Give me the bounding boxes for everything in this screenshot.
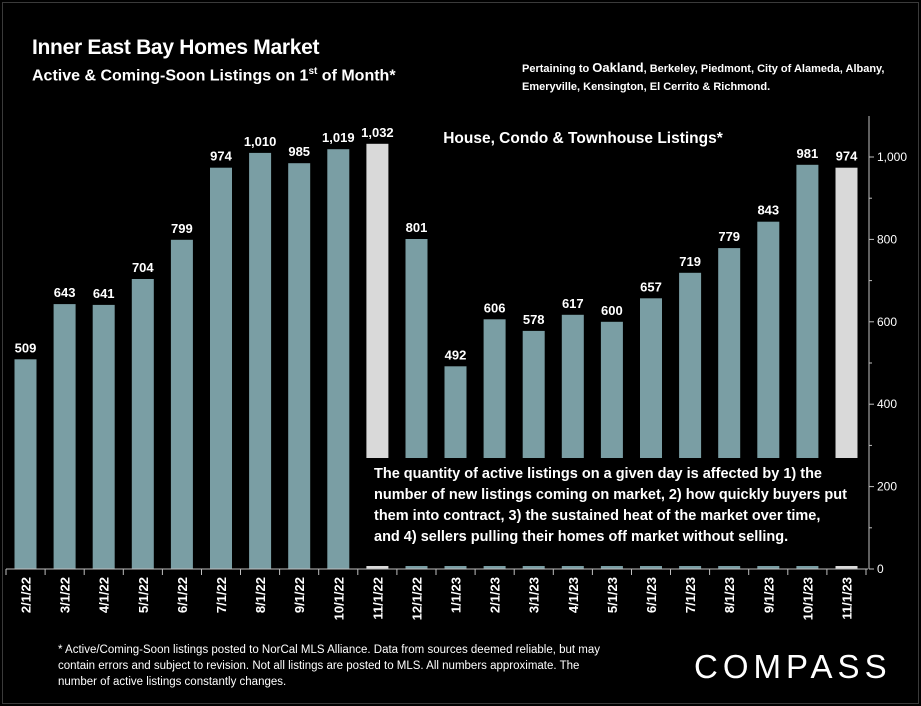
x-tick-label: 5/1/22: [136, 577, 151, 613]
bar: [210, 167, 232, 569]
x-tick-label: 8/1/22: [253, 577, 268, 613]
bar-value-label: 1,032: [361, 125, 394, 140]
x-tick-label: 12/1/22: [410, 577, 425, 620]
region-city: Oakland: [592, 60, 644, 75]
compass-logo: COMPASS: [694, 648, 892, 685]
x-tick-label: 4/1/23: [566, 577, 581, 613]
x-tick-label: 3/1/23: [527, 577, 542, 613]
y-tick-label: 200: [877, 480, 897, 494]
bar-value-label: 719: [679, 254, 701, 269]
y-tick-label: 600: [877, 315, 897, 329]
subtitle-superscript: st: [308, 66, 318, 77]
bar: [288, 163, 311, 569]
bar: [170, 239, 193, 570]
subtitle-main: Active & Coming-Soon Listings on 1: [32, 67, 309, 85]
x-tick-label: 8/1/23: [722, 577, 737, 613]
y-tick-label: 800: [877, 232, 897, 246]
chart-inner-title: House, Condo & Townhouse Listings*: [443, 130, 724, 147]
bar-value-label: 492: [445, 347, 467, 362]
bar-value-label: 799: [171, 221, 193, 236]
bar-value-label: 617: [562, 296, 584, 311]
x-tick-label: 2/1/22: [19, 577, 34, 613]
bar: [53, 304, 76, 569]
x-tick-label: 5/1/23: [605, 577, 620, 613]
x-tick-label: 9/1/22: [292, 577, 307, 613]
x-tick-label: 6/1/22: [175, 577, 190, 613]
bar: [131, 279, 154, 569]
bar-value-label: 974: [836, 149, 858, 164]
region-rest: , Berkeley, Piedmont, City of Alameda, A…: [522, 63, 885, 93]
bar-value-label: 1,019: [322, 130, 355, 145]
bar-value-label: 843: [757, 203, 779, 218]
x-tick-label: 7/1/22: [214, 577, 229, 613]
bar: [327, 149, 350, 569]
x-tick-label: 4/1/22: [97, 577, 112, 613]
x-tick-label: 9/1/23: [761, 577, 776, 613]
bar-value-label: 801: [406, 220, 428, 235]
x-tick-label: 1/1/23: [449, 577, 464, 613]
x-tick-label: 2/1/23: [488, 577, 503, 613]
x-tick-label: 3/1/22: [58, 577, 73, 613]
bar-value-label: 704: [132, 260, 154, 275]
bar-value-label: 657: [640, 279, 662, 294]
x-tick-label: 10/1/22: [331, 577, 346, 620]
footnote: * Active/Coming-Soon listings posted to …: [58, 644, 601, 688]
bar-value-label: 606: [484, 300, 506, 315]
y-tick-label: 1,000: [877, 150, 907, 164]
bar-value-label: 1,010: [244, 134, 277, 149]
subtitle-tail: of Month*: [317, 67, 396, 85]
x-tick-label: 6/1/23: [644, 577, 659, 613]
bar-value-label: 509: [15, 340, 37, 355]
x-tick-label: 10/1/23: [800, 577, 815, 620]
bar: [249, 152, 272, 569]
bar-value-label: 641: [93, 286, 115, 301]
x-tick-label: 11/1/23: [840, 577, 855, 620]
x-tick-label: 11/1/22: [370, 577, 385, 620]
region-prefix: Pertaining to: [522, 63, 593, 75]
bar-value-label: 985: [288, 144, 310, 159]
bar: [14, 359, 37, 569]
bar-value-label: 643: [54, 285, 76, 300]
bar-value-label: 974: [210, 149, 232, 164]
y-tick-label: 400: [877, 397, 897, 411]
x-tick-label: 7/1/23: [683, 577, 698, 613]
chart-title: Inner East Bay Homes Market: [32, 36, 320, 59]
annotation-box: The quantity of active listings on a giv…: [364, 458, 858, 566]
bar-value-label: 981: [797, 146, 819, 161]
bar-value-label: 578: [523, 312, 545, 327]
region-note: Pertaining to Oakland, Berkeley, Piedmon…: [522, 59, 902, 96]
bar-value-label: 779: [718, 229, 740, 244]
bar: [92, 304, 115, 569]
y-tick-label: 0: [877, 562, 884, 576]
bar-value-label: 600: [601, 303, 623, 318]
chart-subtitle: Active & Coming-Soon Listings on 1st of …: [32, 66, 396, 85]
